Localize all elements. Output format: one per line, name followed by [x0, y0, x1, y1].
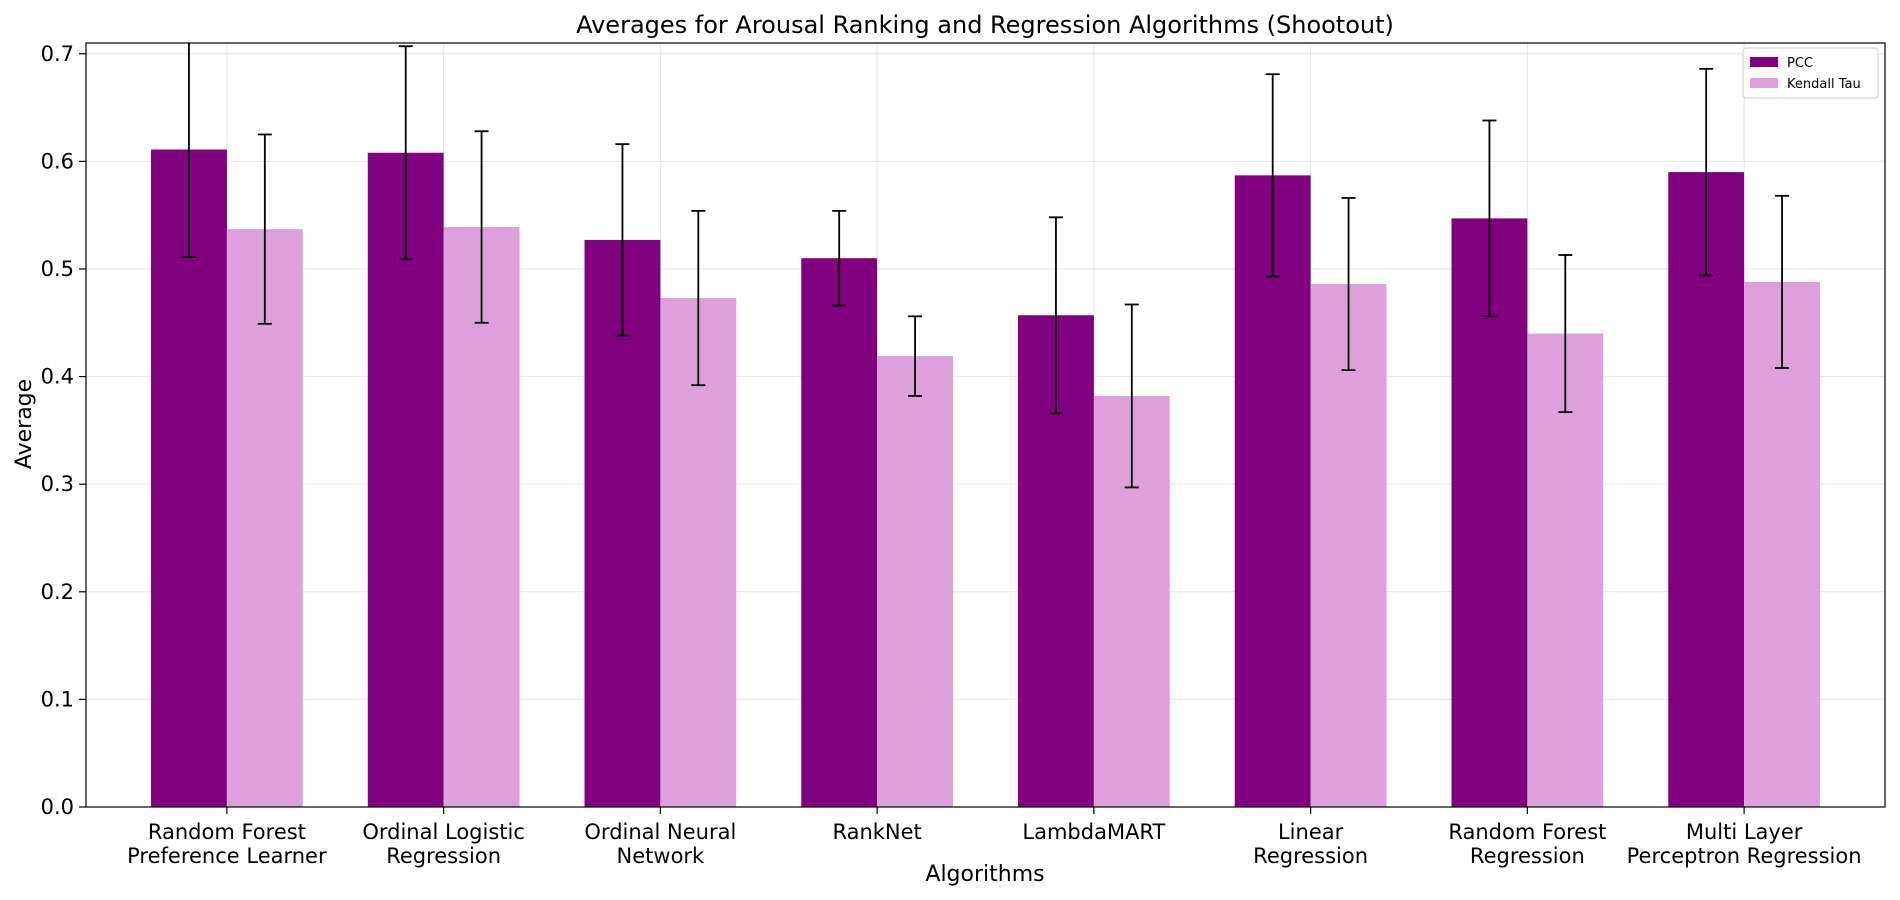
x-tick-label: Multi Layer Perceptron Regression: [1627, 820, 1862, 868]
x-tick-label: Linear Regression: [1253, 820, 1368, 868]
x-tick-label: Random Forest Preference Learner: [127, 820, 327, 868]
x-tick-label-line: LambdaMART: [1022, 820, 1165, 844]
y-tick-label: 0.2: [41, 580, 74, 604]
bar-pcc: [367, 152, 444, 807]
x-tick-label-line: Random Forest: [1448, 820, 1606, 844]
legend-label: Kendall Tau: [1787, 77, 1861, 92]
error-bar: [908, 315, 923, 397]
bar-kendall-tau: [1310, 284, 1387, 807]
y-tick-label: 0.5: [41, 257, 74, 281]
bar-kendall-tau: [1744, 281, 1820, 807]
plot-frame: [85, 42, 1886, 808]
error-bar: [181, 43, 196, 259]
x-tick-label-line: Preference Learner: [127, 844, 327, 868]
chart-title: Averages for Arousal Ranking and Regress…: [576, 11, 1394, 39]
x-tick-label-line: Regression: [1470, 844, 1585, 868]
bar-pcc: [151, 149, 227, 808]
x-tick-label-line: Ordinal Neural: [584, 820, 736, 844]
legend-swatch: [1750, 78, 1778, 88]
y-tick-label: 0.4: [41, 365, 74, 389]
error-bar: [1699, 67, 1714, 277]
error-bar: [1558, 254, 1573, 413]
legend-label: PCC: [1787, 56, 1813, 71]
error-bar: [691, 209, 706, 387]
error-bar: [1048, 216, 1063, 415]
x-tick-label-line: Regression: [1253, 844, 1368, 868]
error-bar: [1265, 73, 1280, 278]
bar-kendall-tau: [877, 356, 953, 807]
x-tick-label: RankNet: [832, 820, 921, 844]
bars: [151, 149, 1820, 808]
x-tick-label-line: Regression: [386, 844, 501, 868]
y-tick-label: 0.3: [41, 472, 74, 496]
x-tick-label-line: RankNet: [832, 820, 921, 844]
y-axis: 0.0 0.1 0.2 0.3 0.4 0.5 0.6 0.7: [41, 42, 86, 819]
x-tick-label-line: Linear: [1278, 820, 1344, 844]
x-tick-label-line: Perceptron Regression: [1627, 844, 1862, 868]
x-tick-label-line: Network: [617, 844, 706, 868]
x-tick-label: Ordinal Logistic Regression: [362, 820, 525, 868]
error-bar: [398, 45, 413, 261]
error-bar: [1775, 194, 1790, 369]
legend-swatch: [1750, 57, 1778, 67]
x-tick-label: LambdaMART: [1022, 820, 1165, 844]
y-tick-label: 0.1: [41, 687, 74, 711]
error-bar: [257, 133, 272, 325]
bar-pcc: [801, 258, 878, 807]
bar-pcc: [1668, 172, 1745, 807]
x-tick-label: Random Forest Regression: [1448, 820, 1606, 868]
error-bar: [1341, 197, 1356, 372]
x-tick-label-line: Multi Layer: [1686, 820, 1803, 844]
y-tick-label: 0.0: [41, 795, 74, 819]
legend: PCC Kendall Tau: [1742, 47, 1879, 99]
x-tick-label: Ordinal Neural Network: [584, 820, 736, 868]
y-tick-label: 0.7: [41, 42, 74, 66]
x-tick-label-line: Ordinal Logistic: [362, 820, 525, 844]
error-bar: [832, 209, 847, 307]
error-bar: [1124, 303, 1139, 489]
y-tick-label: 0.6: [41, 149, 74, 173]
error-bars: [181, 43, 1790, 489]
bar-kendall-tau: [226, 229, 303, 808]
error-bar: [615, 143, 630, 337]
error-bar: [1482, 119, 1497, 318]
y-axis-title: Average: [12, 379, 37, 469]
bar-pcc: [1234, 175, 1311, 808]
x-axis-title: Algorithms: [925, 862, 1044, 887]
error-bar: [474, 130, 489, 324]
x-tick-label-line: Random Forest: [148, 820, 306, 844]
grid: [86, 43, 1885, 808]
